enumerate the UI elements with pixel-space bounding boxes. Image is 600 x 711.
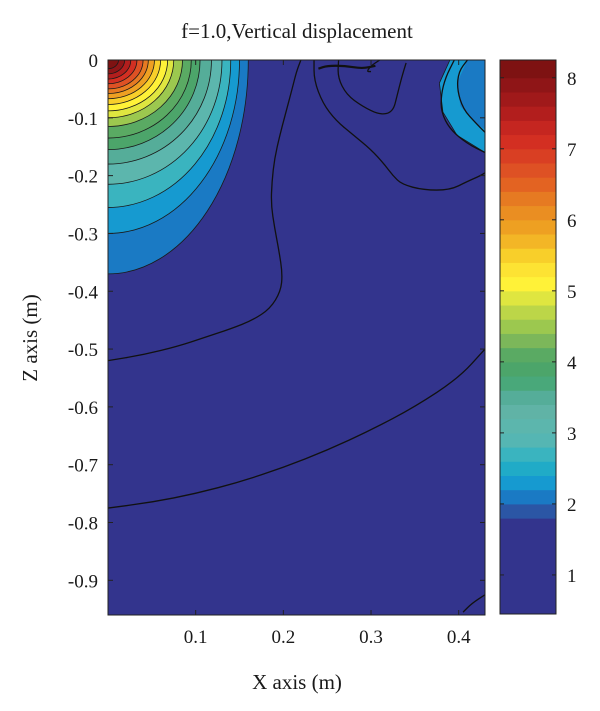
colorbar-frame [499,59,557,615]
colorbar-band-1 [500,503,556,519]
colorbar-band-21 [500,219,556,235]
colorbar-band-9 [500,390,556,405]
contour-8 [462,594,485,613]
x-axis-ticks: 0.1 0.2 0.3 0.4 [184,60,471,648]
colorbar: 1 2 3 4 5 6 7 8 [499,59,577,615]
y-axis-ticks: 0 -0.1 -0.2 -0.3 -0.4 -0.5 -0.6 -0.7 -0.8 -0.9 [68,51,485,592]
colorbar-band-17 [500,276,556,292]
contour-1 [108,60,302,362]
colorbar-band-4 [500,461,556,476]
colorbar-band-2 [500,489,556,505]
y-tick-label: 0 [89,51,99,72]
colorbar-band-5 [500,447,556,462]
colorbar-band-7 [500,418,556,434]
dark-contour [318,64,376,70]
colorbar-band-28 [500,120,556,136]
colorbar-band-26 [500,148,556,164]
x-tick-label: 0.2 [271,627,295,648]
colorbar-bands [500,60,556,615]
colorbar-band-13 [500,333,556,349]
y-tick-label: -0.6 [68,398,98,419]
colorbar-band-11 [500,361,556,377]
colorbar-band-25 [500,162,556,178]
colorbar-tick-label: 5 [567,282,577,303]
colorbar-tick-label: 6 [567,211,577,232]
colorbar-band-8 [500,404,556,420]
colorbar-band-10 [500,376,556,391]
colorbar-band-22 [500,205,556,221]
colorbar-band-12 [500,347,556,363]
colorbar-band-15 [500,305,556,320]
colorbar-band-19 [500,248,556,263]
y-tick-label: -0.4 [68,282,99,303]
y-tick-label: -0.2 [68,167,98,188]
contour-7 [456,60,485,133]
colorbar-band-24 [500,177,556,192]
y-tick-label: -0.9 [68,571,98,592]
colorbar-band-27 [500,134,556,150]
y-tick-label: -0.1 [68,109,98,130]
x-tick-label: 0.3 [359,627,383,648]
colorbar-band-3 [500,475,556,491]
y-tick-label: -0.5 [68,340,98,361]
colorbar-tick-label: 2 [567,495,577,516]
colorbar-tick-label: 4 [567,353,577,374]
colorbar-tick-label: 7 [567,140,577,161]
contour-3 [313,60,485,191]
colorbar-band-20 [500,234,556,249]
contour-lines [108,60,485,613]
plot-frame [107,59,486,616]
contour-4 [337,60,407,115]
contour-2 [108,348,485,509]
colorbar-band-30 [500,91,556,107]
colorbar-band-31 [500,77,556,93]
x-tick-label: 0.4 [447,627,471,648]
colorbar-band-16 [500,290,556,306]
colorbar-band-23 [500,191,556,207]
colorbar-tick-label: 3 [567,424,577,445]
y-tick-label: -0.3 [68,224,98,245]
y-tick-label: -0.8 [68,514,98,535]
colorbar-band-18 [500,262,556,278]
colorbar-ticks: 1 2 3 4 5 6 7 8 [500,69,577,587]
contour-regions [108,60,485,275]
colorbar-band-32 [500,60,556,79]
right-lobe-inner [456,60,485,130]
y-axis-label: Z axis (m) [18,294,42,381]
colorbar-band-14 [500,319,556,334]
colorbar-band-6 [500,432,556,448]
colorbar-tick-label: 1 [567,566,577,587]
chart-title: f=1.0,Vertical displacement [181,19,413,43]
colorbar-band-0 [500,518,556,615]
plot-area [107,59,486,616]
contour-6 [440,60,485,154]
y-tick-label: -0.7 [68,456,98,477]
x-tick-label: 0.1 [184,627,208,648]
colorbar-band-29 [500,106,556,121]
colorbar-tick-label: 8 [567,69,577,90]
x-axis-label: X axis (m) [252,670,342,694]
